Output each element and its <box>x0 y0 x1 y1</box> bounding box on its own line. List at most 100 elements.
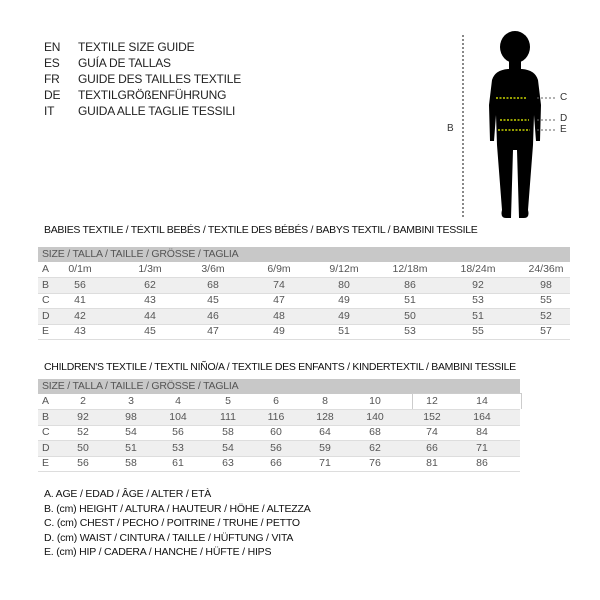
table-cell: 60 <box>270 426 282 438</box>
table-cell: 58 <box>222 426 234 438</box>
table-cell: 71 <box>476 441 488 454</box>
row-label: E <box>42 325 50 337</box>
table-cell: 18/24m <box>460 263 496 275</box>
language-title: TEXTILGRÖßENFÜHRUNG <box>78 88 227 102</box>
table-cell: 164 <box>473 410 491 423</box>
table-cell: 56 <box>270 441 282 454</box>
table-cell: 74 <box>273 278 285 291</box>
table-cell: 14 <box>476 395 488 407</box>
table-cell: 5 <box>225 395 231 407</box>
label-d: D <box>560 113 568 124</box>
table-cell: 41 <box>74 294 86 306</box>
table-cell: 55 <box>540 294 552 306</box>
table-cell: 51 <box>404 294 416 306</box>
table-cell: 12/18m <box>392 263 428 275</box>
table-row: A 0/1m 1/3m 3/6m 6/9m 9/12m 12/18m 18/24m 24/36m <box>38 262 570 278</box>
language-code: DE <box>44 88 61 102</box>
table-cell: 62 <box>144 278 156 291</box>
language-title: TEXTILE SIZE GUIDE <box>78 40 195 54</box>
table-cell: 56 <box>74 278 86 291</box>
label-e: E <box>560 124 567 135</box>
table-cell: 45 <box>144 325 156 337</box>
table-cell: 53 <box>472 294 484 306</box>
table-cell: 81 <box>426 457 438 469</box>
table-cell: 51 <box>472 309 484 322</box>
babies-table-header: SIZE / TALLA / TAILLE / GRÖSSE / TAGLIA <box>38 247 570 262</box>
table-cell: 24/36m <box>528 263 564 275</box>
table-cell: 50 <box>404 309 416 322</box>
label-b: B <box>447 123 454 134</box>
table-cell: 46 <box>207 309 219 322</box>
table-cell: 48 <box>273 309 285 322</box>
table-cell: 84 <box>476 426 488 438</box>
table-cell: 56 <box>172 426 184 438</box>
table-cell: 52 <box>540 309 552 322</box>
table-row: C 41 43 45 47 49 51 53 55 <box>38 293 570 309</box>
table-cell: 42 <box>74 309 86 322</box>
table-cell: 59 <box>319 441 331 454</box>
table-cell: 8 <box>322 395 328 407</box>
table-cell: 52 <box>77 426 89 438</box>
label-c: C <box>560 92 568 103</box>
table-row: A 2 3 4 5 6 8 10 12 14 <box>38 393 522 410</box>
table-cell: 152 <box>423 410 441 423</box>
language-title: GUIDE DES TAILLES TEXTILE <box>78 72 242 86</box>
row-label: D <box>42 441 50 454</box>
table-cell: 6/9m <box>267 263 291 275</box>
table-cell: 51 <box>125 441 137 454</box>
row-label: C <box>42 426 50 438</box>
row-label: B <box>42 410 50 423</box>
table-cell: 68 <box>207 278 219 291</box>
table-cell: 140 <box>366 410 384 423</box>
table-cell: 2 <box>80 395 86 407</box>
table-cell: 49 <box>338 294 350 306</box>
table-cell: 92 <box>77 410 89 423</box>
child-silhouette-figure <box>462 31 555 218</box>
children-table-title: CHILDREN'S TEXTILE / TEXTIL NIÑO/A / TEX… <box>44 361 516 373</box>
child-silhouette-icon <box>489 31 541 218</box>
children-table-header: SIZE / TALLA / TAILLE / GRÖSSE / TAGLIA <box>38 379 520 394</box>
table-row: B 92 98 104 111 116 128 140 152 164 <box>38 409 520 426</box>
table-cell: 66 <box>426 441 438 454</box>
language-title: GUÍA DE TALLAS <box>78 56 171 70</box>
table-row: B 56 62 68 74 80 86 92 98 <box>38 277 570 294</box>
table-cell: 47 <box>207 325 219 337</box>
table-row: C 52 54 56 58 60 64 68 74 84 <box>38 425 520 441</box>
language-code: IT <box>44 104 55 118</box>
table-cell: 76 <box>369 457 381 469</box>
table-cell: 66 <box>270 457 282 469</box>
legend-item: A. AGE / EDAD / ÂGE / ALTER / ETÀ <box>44 488 212 500</box>
legend-item: C. (cm) CHEST / PECHO / POITRINE / TRUHE… <box>44 517 300 529</box>
table-cell: 104 <box>169 410 187 423</box>
table-cell: 0/1m <box>68 263 92 275</box>
table-cell: 74 <box>426 426 438 438</box>
highlight-box <box>412 393 522 409</box>
table-cell: 54 <box>125 426 137 438</box>
row-label: A <box>42 263 50 275</box>
table-cell: 49 <box>338 309 350 322</box>
table-cell: 54 <box>222 441 234 454</box>
table-cell: 98 <box>540 278 552 291</box>
table-cell: 116 <box>267 410 285 423</box>
table-cell: 9/12m <box>329 263 359 275</box>
table-cell: 64 <box>319 426 331 438</box>
table-cell: 111 <box>220 410 236 423</box>
language-code: ES <box>44 56 60 70</box>
table-cell: 92 <box>472 278 484 291</box>
table-cell: 4 <box>175 395 181 407</box>
table-cell: 53 <box>172 441 184 454</box>
table-cell: 49 <box>273 325 285 337</box>
row-label: E <box>42 457 50 469</box>
table-cell: 44 <box>144 309 156 322</box>
table-cell: 68 <box>369 426 381 438</box>
table-cell: 3/6m <box>201 263 225 275</box>
table-cell: 53 <box>404 325 416 337</box>
table-cell: 80 <box>338 278 350 291</box>
language-code: FR <box>44 72 60 86</box>
table-row: E 43 45 47 49 51 53 55 57 <box>38 324 570 340</box>
table-cell: 128 <box>316 410 334 423</box>
table-row: D 42 44 46 48 49 50 51 52 <box>38 308 570 325</box>
table-cell: 63 <box>222 457 234 469</box>
babies-table-title: BABIES TEXTILE / TEXTIL BEBÉS / TEXTILE … <box>44 224 478 236</box>
